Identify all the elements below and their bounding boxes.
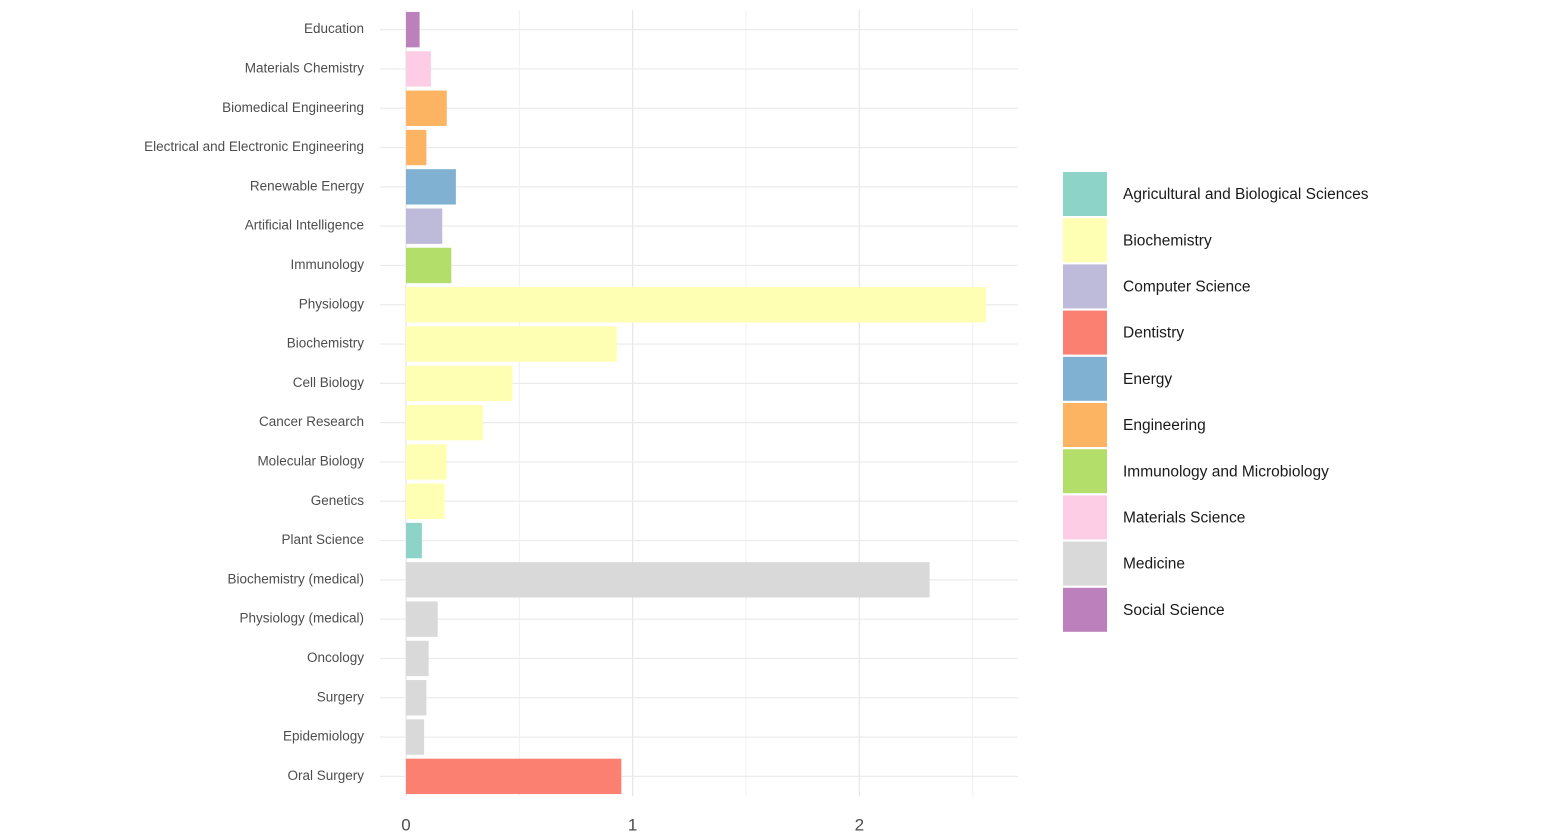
bar [406,719,425,755]
bar [406,208,443,244]
y-tick-label: Genetics [311,493,365,508]
x-tick-label: 1 [628,815,637,834]
y-tick-label: Materials Chemistry [245,61,365,76]
bar [406,640,429,677]
y-tick-label: Surgery [317,689,365,704]
y-tick-label: Oral Surgery [287,768,364,783]
legend-label: Biochemistry [1123,232,1212,249]
y-tick-label: Oncology [307,650,364,665]
y-tick-label: Artificial Intelligence [245,218,364,233]
legend-key [1063,264,1107,309]
bar [406,90,447,126]
legend-key [1063,495,1107,540]
bar [406,758,622,795]
bar [406,601,438,637]
bar [406,404,484,441]
legend-key [1063,310,1107,355]
legend-label: Materials Science [1123,509,1245,526]
legend-label: Engineering [1123,417,1206,434]
x-tick-label: 0 [401,815,410,834]
bar [406,483,445,519]
bar [406,247,452,284]
legend-key [1063,172,1107,216]
y-tick-label: Education [304,21,364,36]
y-tick-label: Biochemistry (medical) [227,571,364,586]
y-tick-label: Electrical and Electronic Engineering [144,139,364,154]
legend-label: Energy [1123,371,1172,388]
y-tick-label: Molecular Biology [257,454,364,469]
legend-label: Dentistry [1123,325,1184,342]
bar [406,680,427,716]
y-tick-label: Physiology [299,296,365,311]
bar [406,169,456,205]
y-tick-label: Biochemistry [287,336,365,351]
legend-key [1063,403,1107,447]
legend-label: Agricultural and Biological Sciences [1123,186,1369,203]
y-tick-label: Renewable Energy [250,178,364,193]
legend-label: Medicine [1123,556,1185,573]
y-tick-label: Epidemiology [283,729,364,744]
bar [406,287,987,323]
bar [406,51,431,87]
y-tick-label: Cell Biology [293,375,365,390]
bar [406,11,420,48]
bar [406,522,422,559]
y-tick-label: Biomedical Engineering [222,100,364,115]
bar [406,129,427,166]
bar [406,444,447,480]
legend-key [1063,587,1107,632]
y-tick-label: Cancer Research [259,414,364,429]
legend-key [1063,541,1107,586]
legend-label: Social Science [1123,602,1225,619]
y-tick-label: Immunology [290,257,364,272]
y-tick-label: Plant Science [281,532,364,547]
legend-key [1063,356,1107,401]
bar [406,326,617,362]
y-tick-label: Physiology (medical) [239,611,364,626]
bar [406,365,513,402]
bar [406,562,930,598]
x-tick-label: 2 [855,815,864,834]
legend-label: Computer Science [1123,278,1251,295]
legend-key [1063,218,1107,263]
legend-key [1063,449,1107,494]
legend-label: Immunology and Microbiology [1123,463,1329,480]
